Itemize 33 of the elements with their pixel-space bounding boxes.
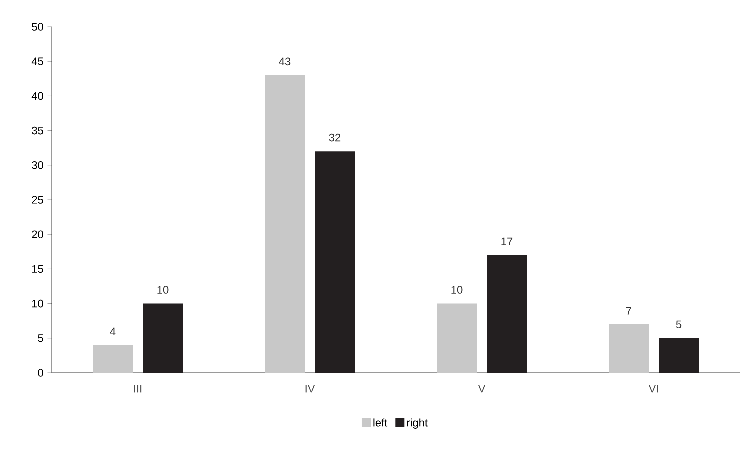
y-tick-label: 10 <box>32 300 44 308</box>
bar <box>315 152 356 373</box>
data-label: 7 <box>626 307 632 315</box>
legend-label: left <box>374 418 388 427</box>
y-tick-label: 25 <box>32 196 44 204</box>
bar <box>265 75 305 373</box>
y-tick-label: 45 <box>32 58 44 66</box>
y-tick-label: 30 <box>32 162 44 170</box>
x-tick-label: VI <box>648 385 658 393</box>
bar <box>437 304 478 373</box>
data-label: 4 <box>110 328 116 336</box>
data-label: 10 <box>452 286 463 294</box>
data-label: 43 <box>279 58 291 66</box>
y-tick-label: 50 <box>32 23 44 31</box>
data-label: 5 <box>676 320 682 329</box>
bar <box>659 338 700 373</box>
x-tick-label: III <box>134 385 142 393</box>
data-label: 17 <box>502 238 513 246</box>
x-tick-label: V <box>478 385 486 393</box>
y-tick-label: 35 <box>32 126 44 135</box>
y-tick-label: 15 <box>32 265 44 274</box>
x-tick-label: IV <box>306 385 316 393</box>
bar <box>143 304 184 373</box>
y-tick-label: 5 <box>38 334 44 342</box>
bar <box>487 255 528 373</box>
bar <box>609 324 650 373</box>
data-label: 10 <box>158 286 169 294</box>
bar <box>93 345 133 373</box>
legend-label: right <box>407 418 428 429</box>
y-tick-label: 40 <box>32 92 44 100</box>
data-label: 32 <box>329 134 341 142</box>
y-tick-label: 0 <box>38 369 44 377</box>
y-tick-label: 20 <box>32 230 44 238</box>
